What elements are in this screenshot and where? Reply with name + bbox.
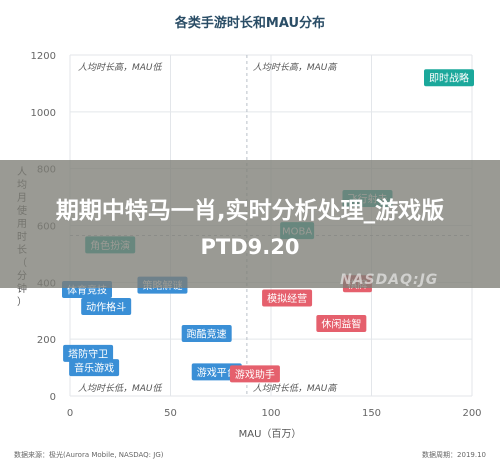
quadrant-label-top-right: 人均时长高，MAU高 [253, 62, 339, 73]
quadrant-label-bottom-right: 人均时长低，MAU高 [253, 383, 339, 394]
date-note: 数据周期：2019.10 [422, 450, 486, 459]
quadrant-label-bottom-left: 人均时长低，MAU低 [78, 383, 163, 394]
data-point: 音乐游戏 [69, 359, 120, 377]
data-point-box [69, 359, 120, 377]
x-tick-label: 150 [362, 408, 381, 419]
data-point-box [262, 289, 313, 307]
data-point-label: 模拟经营 [267, 292, 307, 305]
chart-title: 各类手游时长和MAU分布 [174, 15, 325, 31]
data-point-label: 游戏助手 [235, 368, 275, 381]
data-point-label: 休闲益智 [321, 318, 361, 331]
data-point: 即时战略 [424, 69, 474, 87]
data-point: 游戏平台 [191, 363, 242, 381]
quadrant-label-top-left: 人均时长高，MAU低 [78, 62, 163, 73]
y-label-char: ） [17, 296, 27, 308]
banner-subline: PTD9.20 [200, 235, 300, 259]
data-point-box [63, 344, 114, 362]
data-point: 跑酷竞速 [181, 324, 232, 342]
data-point-box [191, 363, 242, 381]
y-tick-label: 1000 [31, 108, 56, 119]
data-point-box [181, 324, 232, 342]
data-point-label: 塔防守卫 [68, 347, 108, 360]
data-point: 动作格斗 [81, 297, 132, 315]
data-point: 塔防守卫 [63, 344, 114, 362]
data-point-label: 音乐游戏 [74, 362, 114, 375]
data-point-label: 游戏平台 [197, 366, 237, 379]
banner-headline: 期期中特马一肖,实时分析处理_游戏版 [55, 198, 445, 224]
y-tick-label: 1200 [31, 51, 56, 62]
data-point-box [316, 315, 367, 333]
x-tick-label: 200 [462, 408, 481, 419]
data-point-label: 跑酷竞速 [187, 327, 227, 340]
x-tick-label: 100 [261, 408, 280, 419]
y-label-char: 钟 [17, 282, 27, 295]
y-tick-label: 200 [37, 335, 56, 346]
data-point: 休闲益智 [316, 315, 367, 333]
source-note: 数据来源：极光(Aurora Mobile, NASDAQ: JG) [14, 450, 164, 459]
data-point-box [229, 365, 280, 383]
x-tick-label: 0 [67, 408, 73, 419]
data-point: 模拟经营 [262, 289, 313, 307]
y-tick-label: 0 [50, 392, 56, 403]
data-point-box [424, 69, 474, 87]
data-point-label: 即时战略 [429, 72, 469, 85]
data-point: 游戏助手 [229, 365, 280, 383]
watermark-text: NASDAQ:JG [340, 272, 439, 288]
x-tick-label: 50 [164, 408, 177, 419]
overlay-banner [0, 160, 500, 288]
x-axis-label: MAU（百万） [239, 428, 302, 440]
data-point-label: 动作格斗 [86, 300, 126, 313]
data-point-box [81, 297, 132, 315]
